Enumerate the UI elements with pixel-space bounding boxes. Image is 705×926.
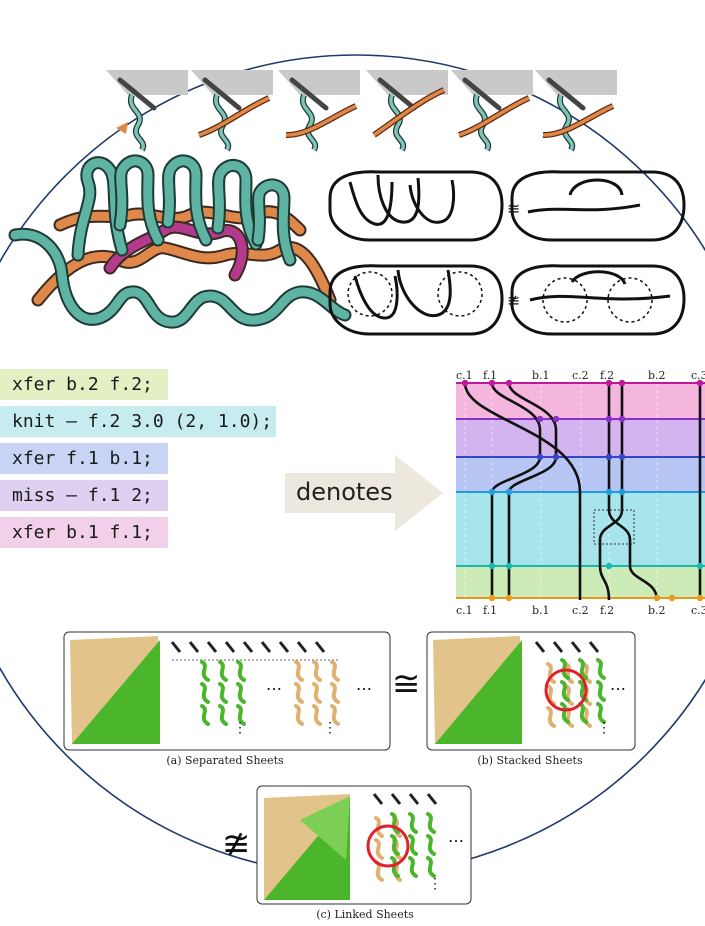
machine-diagram: c.1 f.1 b.1 c.2 f.2 b.2 c.3 c.1 f.1 b.1 c.2 f.2 b.2…: [456, 369, 705, 617]
stitch-frame: [106, 70, 188, 152]
yarn-path: [598, 383, 624, 601]
stitch-dot: [461, 379, 469, 387]
equivalent-symbol: ≅: [392, 664, 421, 704]
code-line-xfer-f1-b1: xfer f.1 b.1;: [0, 443, 168, 474]
code-line-xfer-b1-f1: xfer b.1 f.1;: [0, 517, 168, 548]
knot-not-equal-symbol: ≇: [507, 291, 520, 310]
panel-stacked: … ⋮: [426, 631, 636, 751]
panel-separated: … … ⋮ ⋮: [63, 631, 391, 751]
stitch-dot: [505, 562, 513, 570]
needle-label-bottom: b.1: [532, 604, 550, 617]
stitch-dot: [505, 488, 513, 496]
svg-text:⋮: ⋮: [428, 876, 442, 892]
crossing-highlight: [593, 509, 635, 545]
code-line-xfer-b2-f2: xfer b.2 f.2;: [0, 369, 168, 400]
highlight-ring: [544, 668, 588, 712]
stitch-dot: [488, 379, 496, 387]
caption-linked: (c) Linked Sheets: [316, 908, 414, 921]
yarn-path: [463, 382, 582, 600]
yarn-path: [507, 382, 558, 600]
knot-diagrams: ≅ ≇: [328, 170, 686, 336]
stitch-frame: [278, 70, 360, 152]
needle-label-top: b.2: [648, 369, 666, 382]
stitch-dot: [696, 594, 704, 602]
stitch-dot: [668, 594, 676, 602]
highlight-ring: [366, 824, 410, 868]
code-line-miss: miss – f.1 2;: [0, 480, 168, 511]
stitch-dot: [605, 379, 613, 387]
needle-label-bottom: c.1: [456, 604, 473, 617]
svg-text:⋮: ⋮: [597, 720, 611, 736]
stitch-dot: [618, 379, 626, 387]
stitch-dot: [488, 594, 496, 602]
stitch-dot: [618, 453, 626, 461]
stitch-sequence: [106, 70, 617, 152]
needle-label-top: f.1: [483, 369, 497, 382]
denotes-label: denotes: [296, 478, 393, 506]
stitch-dot: [696, 562, 704, 570]
stitch-dot: [618, 488, 626, 496]
operation-band: [456, 383, 705, 419]
knot-equal-symbol: ≅: [507, 199, 520, 218]
stitch-dot: [505, 594, 513, 602]
stitch-dot: [552, 453, 560, 461]
ellipsis-mark: …: [356, 675, 372, 694]
stitch-dot: [488, 488, 496, 496]
knit-swatch: [8, 154, 352, 329]
caption-separated: (a) Separated Sheets: [166, 754, 284, 767]
stitch-dot: [605, 562, 613, 570]
needle-label-bottom: c.2: [572, 604, 589, 617]
stitch-dot: [536, 453, 544, 461]
needle-label-top: c.3: [691, 369, 705, 382]
needle-label-bottom: b.2: [648, 604, 666, 617]
not-equivalent-symbol: ≇: [222, 824, 251, 864]
stitch-dot: [536, 415, 544, 423]
caption-stacked: (b) Stacked Sheets: [477, 754, 583, 767]
needle-label-bottom: f.2: [600, 604, 614, 617]
vertical-ellipsis: ⋮: [233, 720, 247, 736]
stitch-dot: [618, 415, 626, 423]
svg-text:…: …: [610, 675, 626, 694]
stitch-dot: [488, 562, 496, 570]
stitch-frame: [535, 70, 617, 152]
stitch-dot: [653, 594, 661, 602]
yarn-path: [490, 382, 542, 600]
stitch-frame: [366, 70, 448, 152]
yarn-path: [607, 383, 659, 601]
stitch-dot: [605, 415, 613, 423]
needle-label-top: c.2: [572, 369, 589, 382]
vertical-ellipsis: ⋮: [323, 720, 337, 736]
needle-label-top: f.2: [600, 369, 614, 382]
stitch-dot: [552, 415, 560, 423]
code-line-knit: knit – f.2 3.0 (2, 1.0);: [0, 406, 276, 437]
denotes-arrow: [285, 455, 443, 531]
stitch-frame: [191, 70, 273, 152]
stitch-dot: [605, 453, 613, 461]
stitch-dot: [696, 379, 704, 387]
needle-label-bottom: c.3: [691, 604, 705, 617]
needle-label-top: b.1: [532, 369, 550, 382]
needle-label-bottom: f.1: [483, 604, 497, 617]
stitch-dot: [505, 379, 513, 387]
needle-label-top: c.1: [456, 369, 473, 382]
ellipsis-mark: …: [266, 675, 282, 694]
stitch-frame: [451, 70, 533, 152]
panel-linked: … ⋮: [256, 785, 472, 905]
svg-text:…: …: [448, 827, 464, 846]
stitch-dot: [605, 488, 613, 496]
